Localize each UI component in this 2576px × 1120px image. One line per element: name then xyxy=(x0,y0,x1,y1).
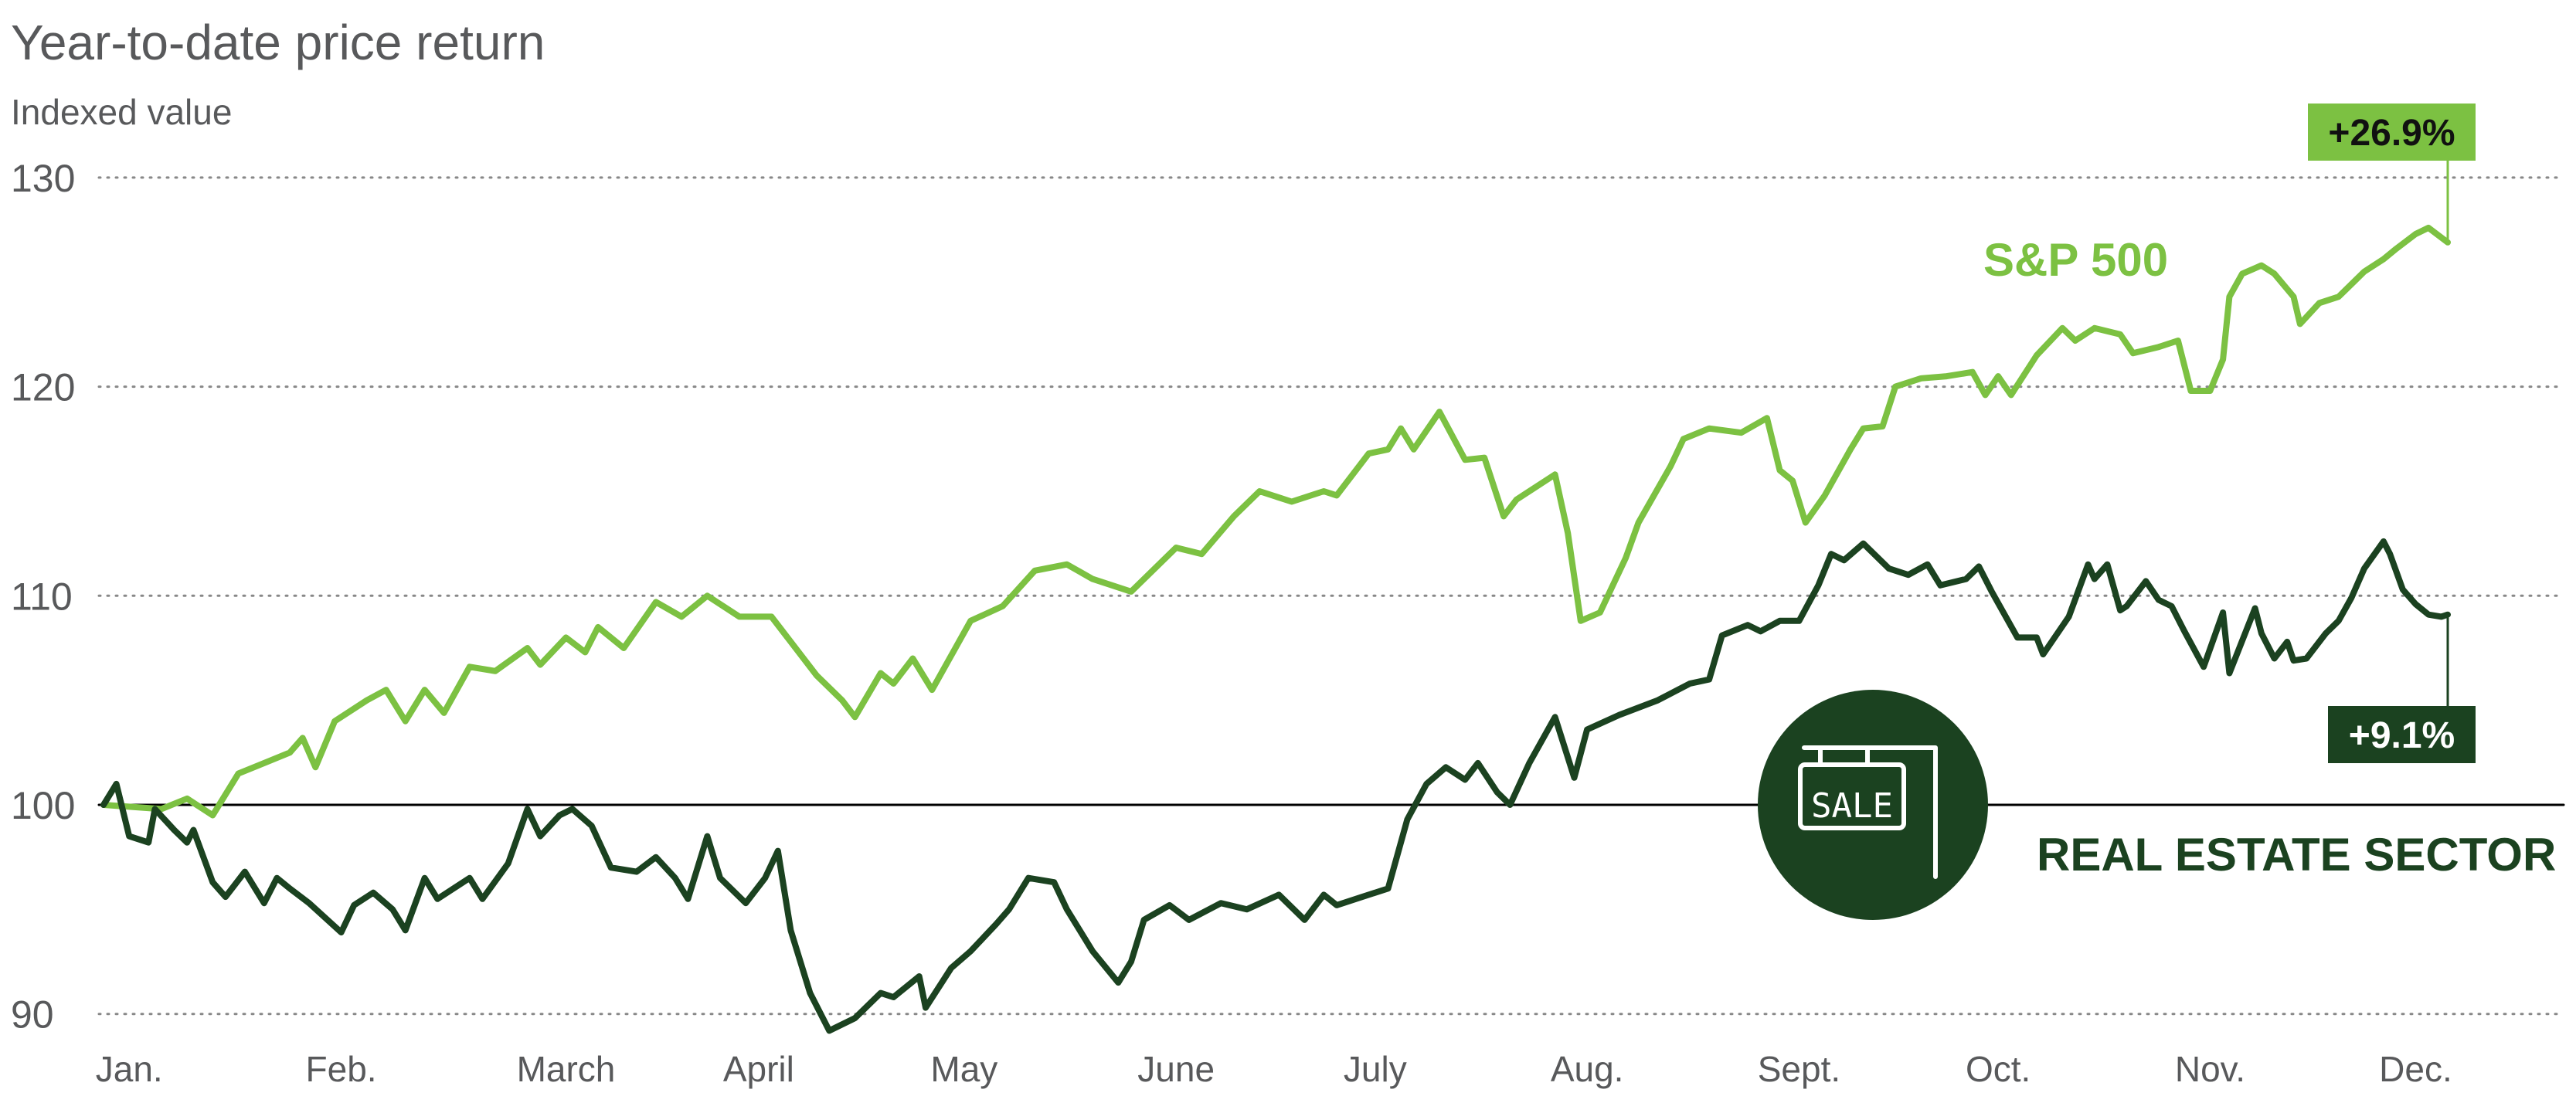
series-line-real-estate xyxy=(100,538,2451,1034)
callout-value: +9.1% xyxy=(2349,715,2455,756)
series-label-sp500: S&P 500 xyxy=(1983,234,2168,286)
y-axis-ticks: 90 100 110 120 130 xyxy=(11,157,75,1037)
y-axis-label: Indexed value xyxy=(11,92,233,132)
x-axis-ticks: Jan. Feb. March April May June July Aug. Sept. Oc… xyxy=(96,1049,2452,1089)
y-tick-label: 120 xyxy=(11,366,75,409)
x-tick-label: Dec. xyxy=(2379,1049,2452,1089)
x-tick-label: Oct. xyxy=(1966,1049,2031,1089)
x-tick-label: May xyxy=(930,1049,997,1089)
end-callouts: +26.9% +9.1% xyxy=(2308,104,2476,763)
callout-box xyxy=(2328,706,2476,763)
sale-sign-icon xyxy=(1798,745,1938,879)
y-tick-label: 100 xyxy=(11,784,75,827)
series-label-real-estate: REAL ESTATE SECTOR xyxy=(2037,829,2556,881)
series-lines xyxy=(100,224,2451,1034)
y-tick-label: 130 xyxy=(11,157,75,200)
x-tick-label: June xyxy=(1137,1049,1215,1089)
x-tick-label: Sept. xyxy=(1758,1049,1840,1089)
x-tick-label: March xyxy=(517,1049,616,1089)
x-tick-label: April xyxy=(723,1049,794,1089)
sale-sign-text: SALE xyxy=(1811,786,1893,826)
x-tick-label: Feb. xyxy=(306,1049,377,1089)
callout-box xyxy=(2308,104,2476,161)
x-tick-label: Nov. xyxy=(2175,1049,2245,1089)
gridlines xyxy=(97,176,2565,1016)
callout-value: +26.9% xyxy=(2328,113,2455,154)
sale-sign-badge: SALE xyxy=(1758,690,1988,920)
x-tick-label: Jan. xyxy=(96,1049,163,1089)
y-tick-label: 110 xyxy=(11,575,73,618)
x-tick-label: July xyxy=(1344,1049,1407,1089)
chart-title: Year-to-date price return xyxy=(11,15,545,70)
series-line-sp500 xyxy=(100,224,2451,819)
x-tick-label: Aug. xyxy=(1551,1049,1624,1089)
y-tick-label: 90 xyxy=(11,993,54,1037)
